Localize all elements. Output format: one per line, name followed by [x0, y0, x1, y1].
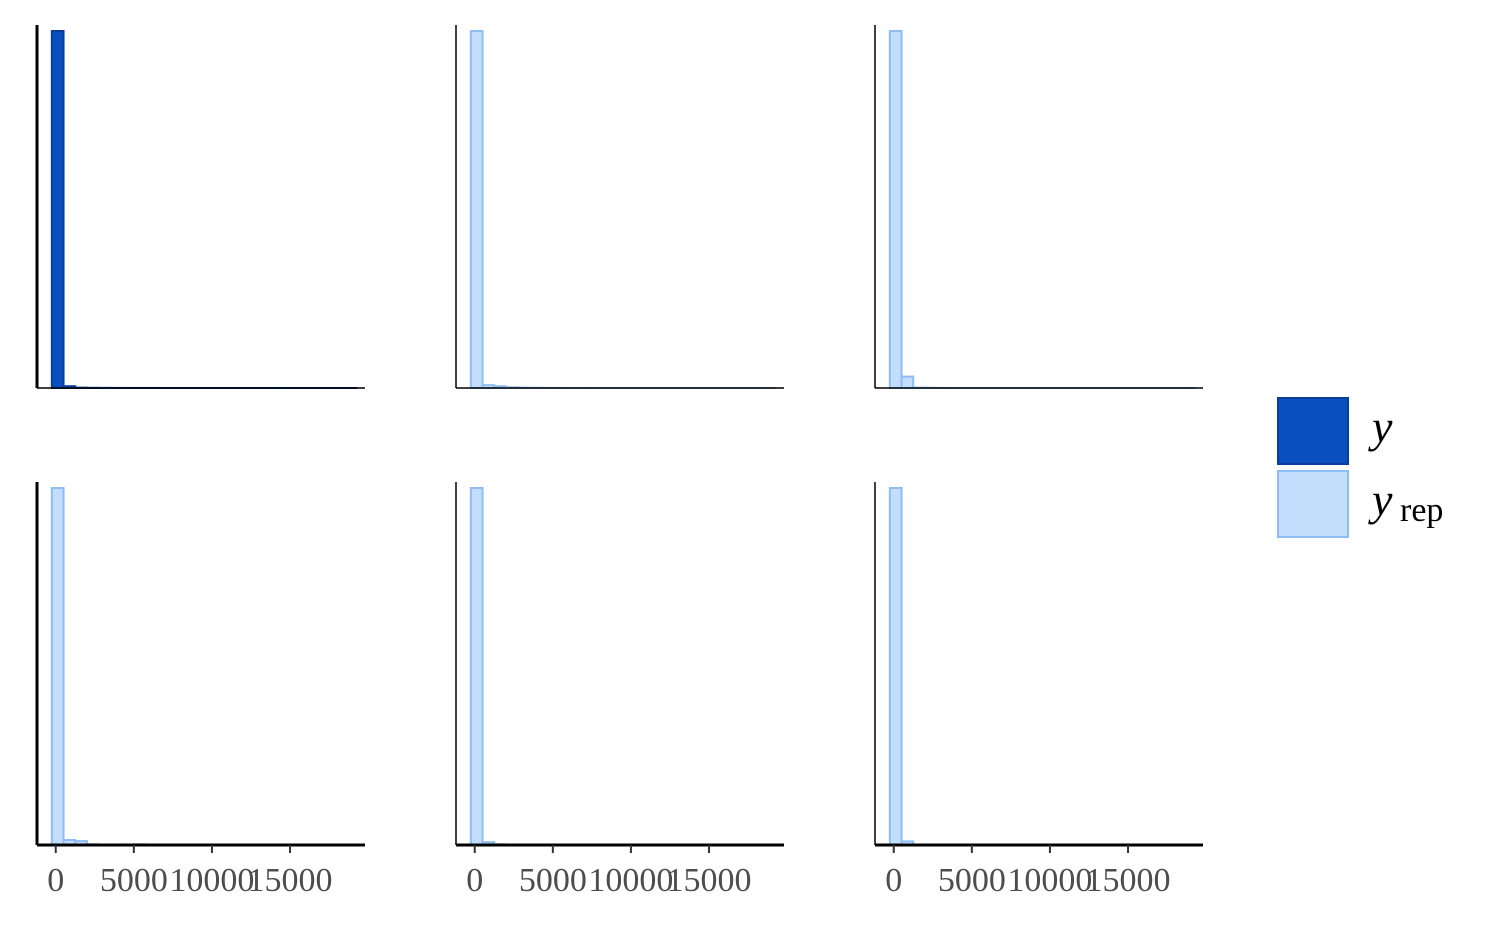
legend-key-y_rep [1277, 470, 1349, 538]
legend-key-y [1277, 397, 1349, 465]
histogram-bar [469, 30, 484, 389]
legend: yy rep [1277, 397, 1443, 538]
legend-subscript-y_rep: rep [1400, 492, 1443, 529]
x-tick-label: 15000 [1086, 862, 1171, 899]
x-tick-label: 0 [885, 862, 902, 899]
x-tick-label: 5000 [100, 862, 168, 899]
histogram-bar [900, 375, 915, 389]
x-tick-label: 5000 [938, 862, 1006, 899]
histogram-bar [469, 487, 484, 846]
x-tick-label: 15000 [248, 862, 333, 899]
histogram-bar [888, 487, 903, 846]
legend-label-y: y [1368, 401, 1393, 452]
histogram-bar [50, 30, 65, 389]
histogram-bar [888, 30, 903, 389]
histogram-bar [50, 487, 65, 846]
x-tick-label: 10000 [169, 862, 254, 899]
facet-panel-1 [35, 25, 365, 390]
x-tick-label: 10000 [1007, 862, 1092, 899]
facet-panel-3 [874, 25, 1203, 390]
facet-panel-2 [455, 25, 784, 390]
x-tick-label: 0 [466, 862, 483, 899]
x-tick-label: 0 [47, 862, 64, 899]
x-tick-label: 15000 [667, 862, 752, 899]
x-tick-label: 10000 [588, 862, 673, 899]
legend-label-y_rep: y [1368, 474, 1393, 525]
x-tick-label: 5000 [519, 862, 587, 899]
